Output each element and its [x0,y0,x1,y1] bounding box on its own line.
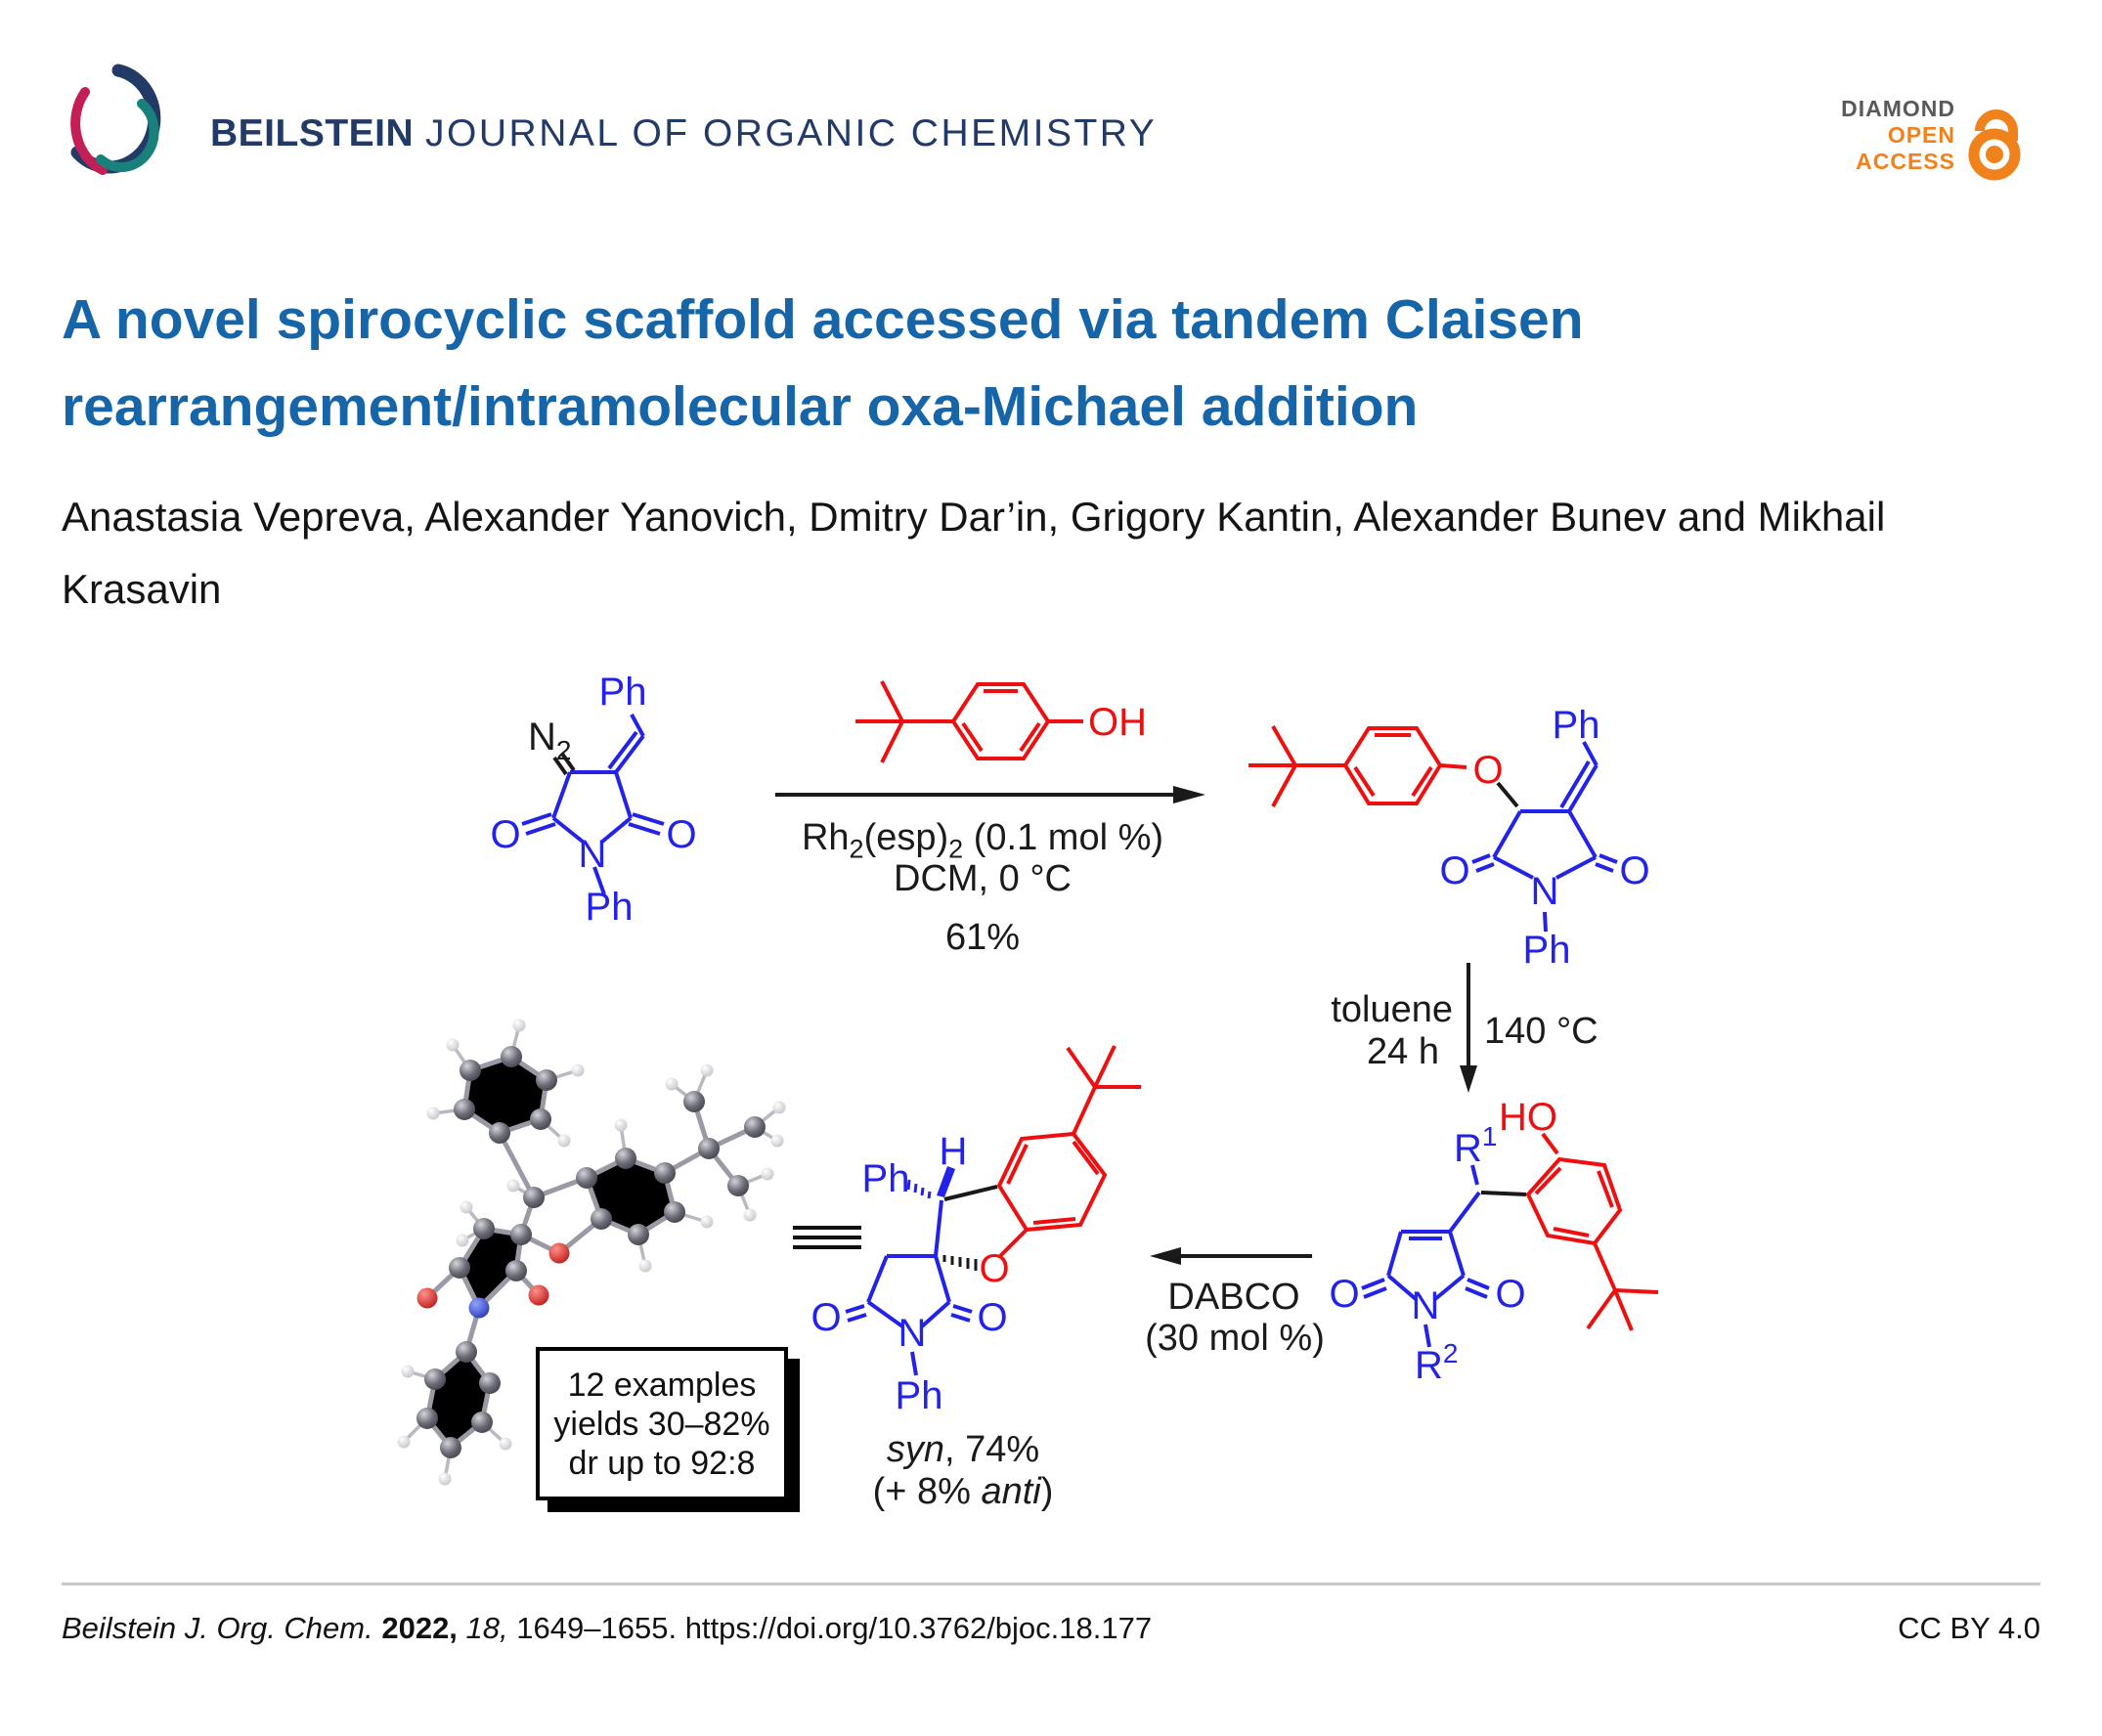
doi-link[interactable]: https://doi.org/10.3762/bjoc.18.177 [684,1611,1153,1645]
oxygen-label: O [1329,1273,1359,1316]
oxygen-label: O [490,813,520,856]
oxygen-label: O [1495,1273,1525,1316]
equivalence-sign [793,1226,861,1249]
badge-diamond: DIAMOND [1841,96,1955,121]
n2-label: N2 [528,716,571,765]
xray-atoms [397,1019,786,1486]
structure-diazo-precursor: N2 Ph O O N Ph [490,671,696,929]
spiro-blue-bonds [845,1199,973,1376]
result-syn: syn, 74% [886,1429,1040,1470]
phenol-bonds [855,680,1083,763]
ph-label: Ph [586,886,634,929]
ether-red-bonds [1248,725,1467,807]
step1-catalyst: Rh2(esp)2 (0.1 mol %) [801,817,1164,864]
h-wedge-bond [937,1166,955,1197]
ph-label: Ph [1523,929,1571,972]
step2-temp: 140 °C [1484,1011,1598,1052]
r2-label: R2 [1415,1338,1458,1387]
ether-oxygen-label: O [1472,749,1503,792]
footer-citation: Beilstein J. Org. Chem. 2022, 18, 1649–1… [62,1611,1152,1646]
hydroxyl-label: HO [1499,1096,1557,1139]
badge-open: OPEN [1887,122,1955,148]
open-lock-icon [1968,109,2021,181]
structure-claisen-product: HO R1 O O N R2 [1329,1096,1659,1387]
reaction-arrow-2 [1460,963,1477,1093]
structure-spiro-product: H Ph O O O N Ph [810,1045,1141,1417]
structure-tert-butylphenol: OH [855,680,1147,763]
structure-aryl-ether: O Ph O O N Ph [1248,704,1650,972]
step2-solvent: toluene [1331,989,1453,1030]
step1-solvent: DCM, 0 °C [894,858,1072,899]
spiro-o-hash-wedge [942,1255,978,1271]
ether-blue-bonds [1471,741,1618,933]
citation-journal: Beilstein J. Org. Chem. [62,1611,373,1645]
footer-divider [62,1583,2040,1585]
oxygen-label: O [1619,849,1649,892]
nitrogen-label: N [898,1312,927,1355]
step1-yield: 61% [944,917,1021,958]
diazo-n2-bond [552,752,576,776]
ph-label: Ph [599,671,647,714]
citation-year: 2022, [381,1611,458,1645]
page-title: A novel spirocyclic scaffold accessed vi… [62,288,1584,438]
step2-time: 24 h [1367,1031,1439,1072]
ether-link-bond [1496,781,1519,808]
claisen-blue-bonds [1361,1164,1490,1348]
citation-pages: 1649–1655. [516,1611,678,1645]
nitrogen-label: N [1412,1284,1440,1327]
furan-oxygen-label: O [979,1247,1009,1290]
claisen-link-bond [1480,1191,1527,1196]
summary-line-3: dr up to 92:8 [568,1444,756,1482]
ph-hash-wedge [906,1179,932,1199]
journal-name: BEILSTEIN JOURNAL OF ORGANIC CHEMISTRY [210,112,1157,155]
summary-line-1: 12 examples [567,1366,757,1404]
license-label: CC BY 4.0 [1898,1611,2040,1645]
summary-box: 12 examples yields 30–82% dr up to 92:8 [536,1347,788,1500]
oxygen-label: O [666,813,696,856]
r1-label: R1 [1454,1121,1497,1170]
badge-access: ACCESS [1856,149,1955,174]
citation-volume: 18, [465,1611,508,1645]
summary-line-2: yields 30–82% [553,1405,770,1443]
reaction-arrow-1 [775,786,1205,803]
reaction-arrow-3 [1150,1247,1312,1265]
nitrogen-label: N [579,833,607,876]
oxygen-label: O [810,1296,841,1339]
ph-label: Ph [862,1157,910,1200]
result-anti: (+ 8% anti) [872,1471,1054,1512]
journal-name-rest: JOURNAL OF ORGANIC CHEMISTRY [425,112,1158,154]
claisen-red-bonds [1525,1132,1659,1331]
beilstein-logo [70,64,161,175]
authors: Anastasia Vepreva, Alexander Yanovich, D… [62,494,1886,612]
spiro-link-bond [943,1185,998,1201]
nitrogen-label: N [1531,870,1559,913]
hydroxyl-label: OH [1088,701,1147,744]
oxygen-label: O [1439,849,1469,892]
open-access-badge: DIAMOND OPEN ACCESS [1841,96,1955,175]
step3-reagent: DABCO [1167,1277,1300,1318]
spiro-red-bonds [996,1045,1141,1258]
ph-label: Ph [1553,704,1600,747]
diazo-bonds [521,714,665,895]
h-label: H [940,1130,968,1173]
ph-label: Ph [896,1374,943,1417]
journal-name-bold: BEILSTEIN [210,112,415,154]
oxygen-label: O [977,1296,1007,1339]
xray-structure [397,1019,786,1486]
step3-loading: (30 mol %) [1145,1318,1325,1359]
